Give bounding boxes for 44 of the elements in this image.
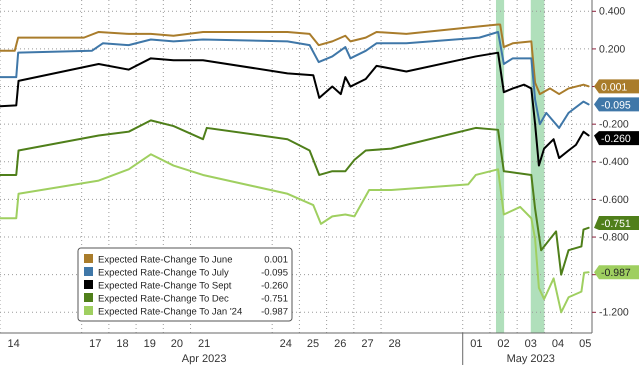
- x-tick-label: 01: [470, 338, 482, 350]
- legend-label: Expected Rate-Change To Jan '24: [98, 306, 242, 318]
- text: May 2023: [506, 353, 555, 365]
- text: 0.001: [264, 254, 288, 266]
- data-label: 0.001: [601, 81, 628, 94]
- y-tick-label: -0.600: [599, 194, 629, 206]
- x-tick-label: 26: [334, 338, 346, 350]
- text: Apr 2023: [182, 353, 226, 365]
- line-series: [0, 30, 590, 129]
- x-tick-label: 02: [497, 338, 510, 350]
- legend-label: Expected Rate-Change To July: [98, 268, 230, 278]
- text: -0.095: [261, 268, 288, 278]
- y-tick-label: -0.800: [599, 231, 629, 244]
- x-tick-label: 17: [89, 338, 102, 350]
- x-tick-label: 20: [170, 338, 184, 350]
- y-tick-label: 0.400: [599, 6, 626, 18]
- text: -0.987: [261, 306, 288, 318]
- legend-label: Expected Rate-Change To Dec: [98, 294, 230, 304]
- legend-label: Expected Rate-Change To Sept: [98, 280, 232, 292]
- text: -0.260: [261, 280, 288, 292]
- x-tick-label: 14: [7, 338, 20, 350]
- legend-label: Expected Rate-Change To June: [98, 254, 232, 266]
- x-tick-label: 03: [524, 338, 537, 350]
- x-tick-label: 21: [198, 338, 210, 350]
- x-tick-label: 28: [388, 338, 401, 350]
- y-tick-label: -0.200: [599, 118, 629, 131]
- x-tick-label: 19: [144, 338, 156, 350]
- x-tick-label: 24: [280, 338, 292, 350]
- line-series: [0, 119, 590, 276]
- data-label: -0.751: [601, 218, 631, 230]
- data-label: -0.987: [601, 267, 631, 280]
- text: -0.751: [261, 294, 288, 304]
- line-series: [0, 52, 590, 167]
- x-tick-label: 27: [361, 338, 374, 350]
- x-tick-label: 04: [552, 338, 564, 350]
- data-label: -0.260: [601, 133, 631, 146]
- y-tick-label: 0.200: [599, 43, 626, 56]
- x-tick-label: 25: [306, 338, 320, 350]
- data-label: -0.095: [601, 99, 631, 112]
- y-tick-label: -0.400: [599, 156, 629, 168]
- x-tick-label: 18: [116, 338, 129, 350]
- line-series: [0, 23, 590, 96]
- y-tick-label: -1.200: [599, 306, 629, 319]
- x-tick-label: 05: [579, 338, 592, 350]
